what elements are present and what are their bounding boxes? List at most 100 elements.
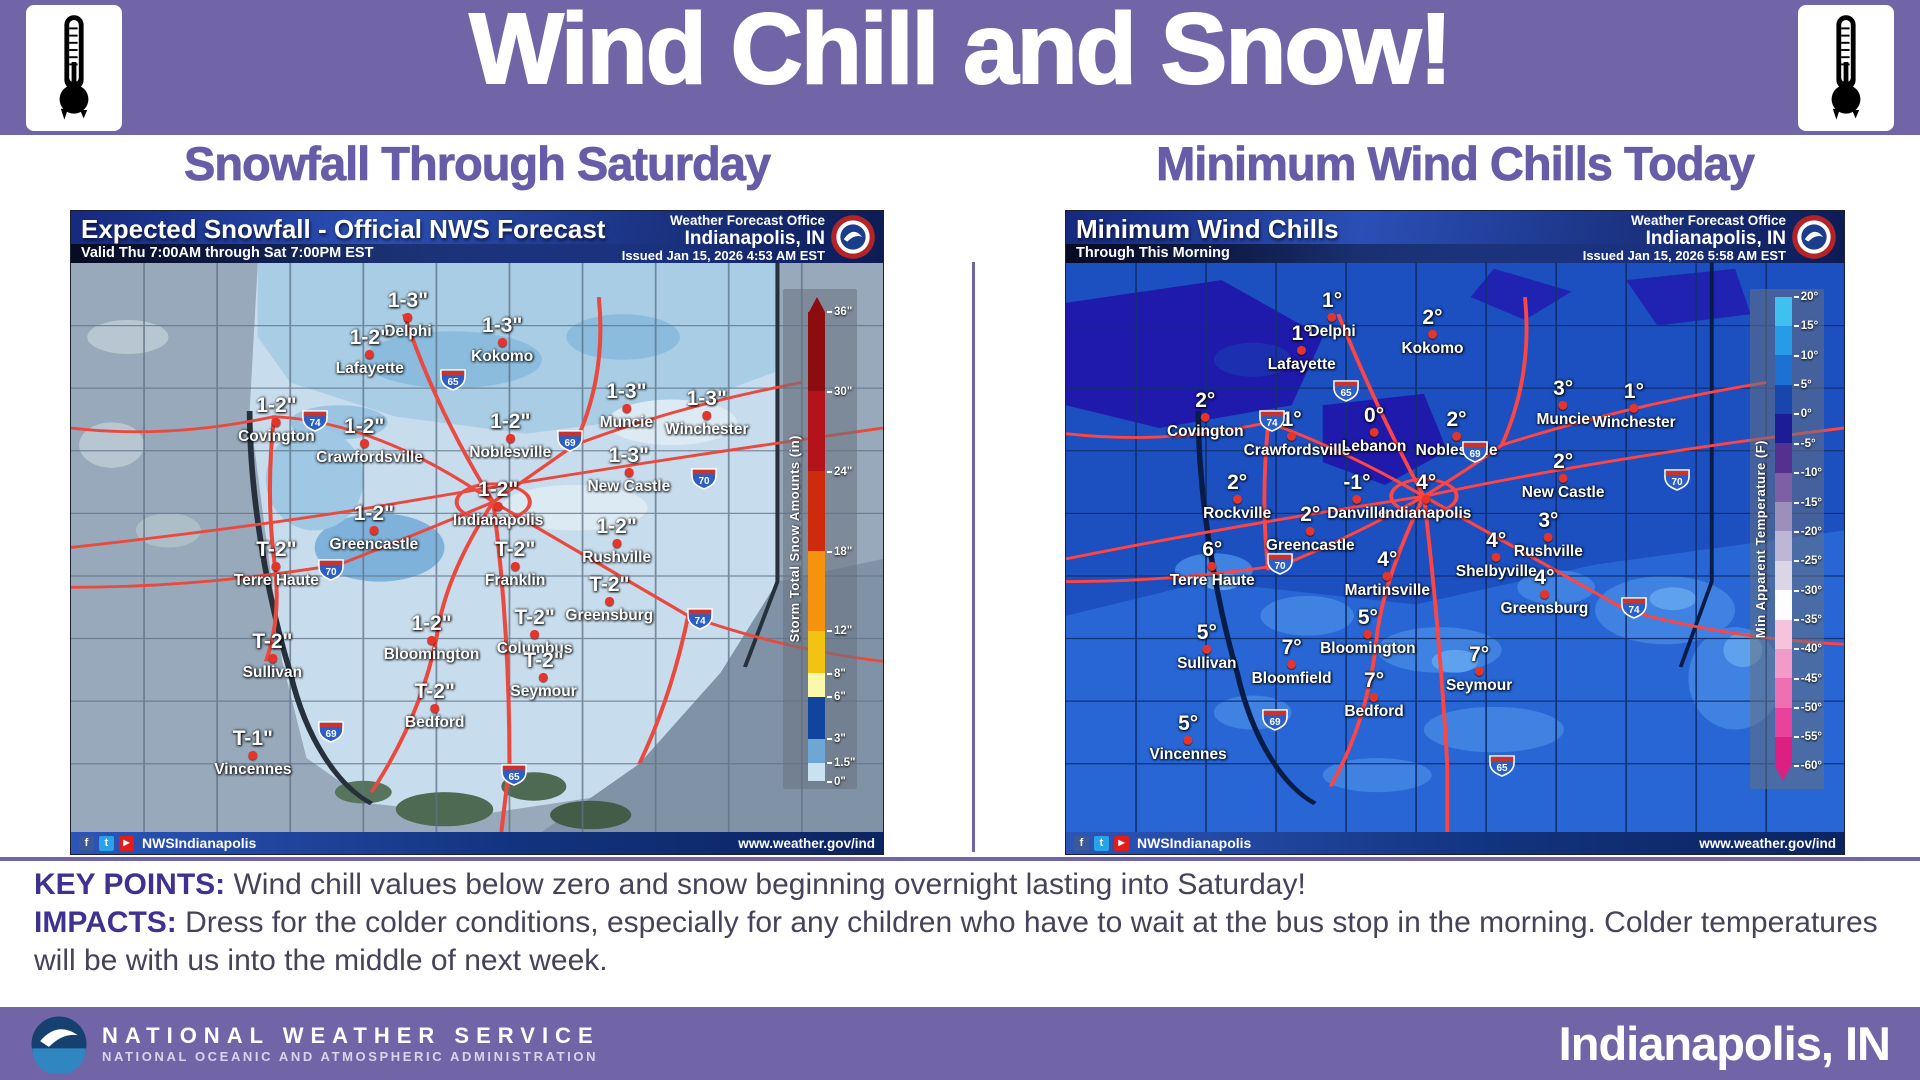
city-label: T-2" Franklin <box>485 537 546 589</box>
city-label: 1-3" Delphi <box>384 289 432 341</box>
city-label: 1° Crawfordsville <box>1243 407 1351 459</box>
facebook-icon: f <box>1074 835 1089 851</box>
city-label: 7° Bedford <box>1344 669 1404 721</box>
city-label: 2° Rockville <box>1203 470 1272 522</box>
impacts-text: Dress for the colder conditions, especia… <box>34 906 1878 977</box>
city-label: T-2" Bedford <box>405 680 465 732</box>
office-location: Indianapolis, IN <box>1558 1017 1891 1070</box>
svg-text:70: 70 <box>1274 561 1286 572</box>
city-label: 1-3" Winchester <box>665 386 749 438</box>
city-label: 4° Indianapolis <box>1380 470 1472 522</box>
top-banner: Wind Chill and Snow! <box>0 0 1920 135</box>
city-label: 5° Sullivan <box>1177 620 1237 672</box>
windchill-heading: Minimum Wind Chills Today <box>1156 137 1756 191</box>
interstate-shields: 65 74 69 70 70 74 69 65 <box>71 263 883 832</box>
key-points-line: KEY POINTS: Wind chill values below zero… <box>34 866 1890 904</box>
windchill-map: Minimum Wind Chills Through This Morning… <box>1065 210 1845 855</box>
map-header: Expected Snowfall - Official NWS Forecas… <box>71 211 883 263</box>
windchill-terrain <box>1066 263 1844 832</box>
city-label: 1° Lafayette <box>1267 322 1336 374</box>
map-title: Minimum Wind Chills <box>1076 214 1339 244</box>
svg-text:74: 74 <box>1628 605 1640 616</box>
social-handle: NWSIndianapolis <box>1137 835 1252 851</box>
noaa-logo-icon <box>31 1015 87 1073</box>
map-footer: f t ▶ NWSIndianapolis www.weather.gov/ind <box>71 832 883 854</box>
interstate-shield-icon: 69 <box>1461 440 1489 464</box>
interstate-shield-icon: 65 <box>1332 379 1360 403</box>
key-points-text: Wind chill values below zero and snow be… <box>225 868 1306 901</box>
city-label: 2° Kokomo <box>1401 306 1464 358</box>
map-body: 1-3" Delphi 1-3" Kokomo 1-2" Lafayette 1-2" Cov… <box>71 263 883 832</box>
map-title: Expected Snowfall - Official NWS Forecas… <box>81 214 606 244</box>
snow-colorbar: Storm Total Snow Amounts (in) 36" 30" 24" 18… <box>783 288 858 790</box>
svg-text:70: 70 <box>325 567 337 578</box>
interstate-shield-icon: 74 <box>301 409 329 433</box>
svg-text:69: 69 <box>325 729 337 740</box>
svg-text:65: 65 <box>1341 388 1353 399</box>
key-points-label: KEY POINTS: <box>34 868 226 901</box>
interstate-shield-icon: 70 <box>317 558 345 582</box>
svg-text:70: 70 <box>1671 477 1683 488</box>
city-labels: 1-3" Delphi 1-3" Kokomo 1-2" Lafayette 1-2" Cov… <box>71 263 883 832</box>
org-name-block: NATIONAL WEATHER SERVICE NATIONAL OCEANI… <box>102 1022 600 1066</box>
map-footer: f t ▶ NWSIndianapolis www.weather.gov/ind <box>1066 832 1844 854</box>
svg-text:65: 65 <box>1496 763 1508 774</box>
city-label: T-2" Sullivan <box>242 629 303 681</box>
svg-text:70: 70 <box>699 476 711 487</box>
city-label: T-1" Vincennes <box>214 726 292 778</box>
interstate-shield-icon: 65 <box>500 763 528 787</box>
windchill-colorbar: Min Apparent Temperature (F) 20° 15° 10° 5° 0… <box>1749 288 1824 790</box>
interstate-shield-icon: 70 <box>690 467 718 491</box>
city-label: 7° Seymour <box>1445 642 1513 694</box>
city-label: 1-3" Kokomo <box>471 313 534 365</box>
city-label: 1-2" Rushville <box>582 514 652 566</box>
thermometer-icon <box>1798 5 1894 131</box>
footer-bar: NATIONAL WEATHER SERVICE NATIONAL OCEANI… <box>0 1007 1920 1080</box>
city-label: 3° Rushville <box>1513 508 1583 560</box>
interstate-shield-icon: 70 <box>1266 552 1294 576</box>
nws-logo-icon <box>1792 215 1836 259</box>
city-label: 6° Terre Haute <box>1169 537 1255 589</box>
city-label: 2° Covington <box>1166 389 1244 441</box>
org-name: NATIONAL WEATHER SERVICE <box>102 1022 600 1048</box>
banner-title: Wind Chill and Snow! <box>468 0 1453 106</box>
section-rule <box>0 857 1920 861</box>
city-label: 1-2" Lafayette <box>335 325 404 377</box>
city-label: 3° Muncie <box>1536 376 1590 428</box>
svg-text:74: 74 <box>695 616 707 627</box>
impacts-label: IMPACTS: <box>34 906 177 939</box>
city-label: 2° New Castle <box>1521 450 1605 502</box>
svg-text:69: 69 <box>1269 717 1281 728</box>
thermometer-icon <box>59 15 89 120</box>
thermometer-icon <box>26 5 122 131</box>
city-label: 1-3" Muncie <box>599 379 654 431</box>
snowfall-heading: Snowfall Through Saturday <box>183 137 772 191</box>
interstate-shields: 65 74 69 70 70 74 69 65 <box>1066 263 1844 832</box>
key-points-section: KEY POINTS: Wind chill values below zero… <box>34 866 1890 980</box>
panel-divider <box>972 262 975 852</box>
city-label: 1-2" Crawfordsville <box>316 414 423 466</box>
city-label: T-2" Columbus <box>496 606 573 658</box>
svg-text:65: 65 <box>447 377 459 388</box>
city-label: 5° Vincennes <box>1149 711 1227 763</box>
interstate-shield-icon: 74 <box>1258 409 1286 433</box>
twitter-icon: t <box>99 835 114 851</box>
facebook-icon: f <box>79 835 94 851</box>
office-block: Weather Forecast Office Indianapolis, IN… <box>1582 213 1786 264</box>
city-label: 4° Greensburg <box>1500 565 1589 617</box>
svg-text:69: 69 <box>565 438 577 449</box>
city-label: 1-2" Greencastle <box>329 501 419 553</box>
city-label: 4° Martinsville <box>1344 547 1430 599</box>
city-label: 1-2" Bloomington <box>383 611 480 663</box>
city-label: 1-2" Covington <box>238 393 315 445</box>
interstate-shield-icon: 70 <box>1663 468 1691 492</box>
svg-text:69: 69 <box>1470 449 1482 460</box>
city-label: 2° Greencastle <box>1265 502 1355 554</box>
city-label: T-2" Terre Haute <box>233 537 319 589</box>
svg-text:74: 74 <box>1267 418 1279 429</box>
snowfall-map: Expected Snowfall - Official NWS Forecas… <box>70 210 884 855</box>
city-label: 0° Lebanon <box>1341 403 1407 455</box>
map-header: Minimum Wind Chills Through This Morning… <box>1066 211 1844 263</box>
city-label: -1° Danville <box>1327 470 1387 522</box>
svg-text:65: 65 <box>508 772 520 783</box>
